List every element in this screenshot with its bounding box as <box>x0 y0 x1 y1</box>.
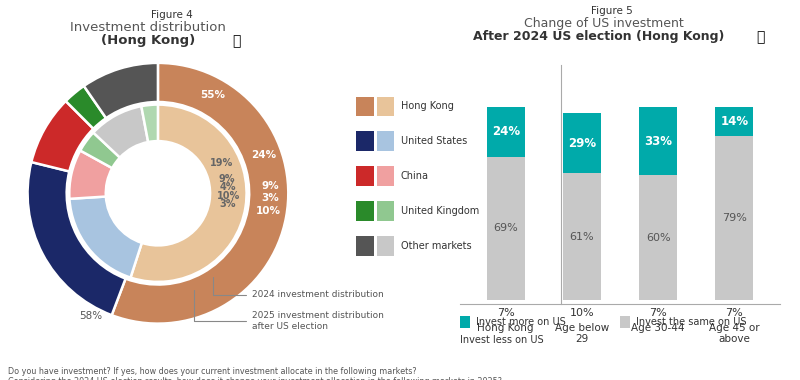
Bar <box>486 157 525 300</box>
Bar <box>639 176 677 300</box>
Text: Change of US investment: Change of US investment <box>524 17 684 30</box>
Text: Figure 5: Figure 5 <box>591 6 633 16</box>
Text: (Hong Kong): (Hong Kong) <box>101 34 195 47</box>
Text: 29%: 29% <box>568 137 596 150</box>
Bar <box>715 136 754 300</box>
Text: Invest the same on US: Invest the same on US <box>636 317 746 327</box>
Text: After 2024 US election (Hong Kong): After 2024 US election (Hong Kong) <box>473 30 724 43</box>
Text: 🌸: 🌸 <box>232 34 240 48</box>
Bar <box>715 107 754 136</box>
Text: Invest less on US: Invest less on US <box>460 335 544 345</box>
Wedge shape <box>142 105 158 142</box>
Text: 9%: 9% <box>218 174 235 184</box>
Wedge shape <box>70 196 142 277</box>
Bar <box>563 173 601 300</box>
Text: Figure 4: Figure 4 <box>151 10 193 19</box>
Text: 24%: 24% <box>492 125 520 138</box>
Text: 9%: 9% <box>261 181 278 192</box>
Wedge shape <box>112 63 288 324</box>
Text: 19%: 19% <box>210 158 233 168</box>
Text: 69%: 69% <box>494 223 518 233</box>
Wedge shape <box>31 101 94 171</box>
Bar <box>639 107 677 176</box>
Text: 7%: 7% <box>726 308 743 318</box>
Text: 4%: 4% <box>220 182 236 192</box>
Text: 58%: 58% <box>79 310 102 320</box>
Text: 33%: 33% <box>644 135 672 148</box>
Wedge shape <box>66 86 106 129</box>
Text: China: China <box>401 171 429 181</box>
Text: 3%: 3% <box>219 199 236 209</box>
Text: United States: United States <box>401 136 467 146</box>
Text: Investment distribution: Investment distribution <box>70 21 226 34</box>
Wedge shape <box>80 133 120 168</box>
Wedge shape <box>84 63 158 118</box>
Text: 3%: 3% <box>261 193 279 203</box>
Wedge shape <box>70 150 112 199</box>
Text: 10%: 10% <box>256 206 281 216</box>
Text: 55%: 55% <box>200 90 225 100</box>
Text: 7%: 7% <box>497 308 514 318</box>
Text: 60%: 60% <box>646 233 670 243</box>
Text: United Kingdom: United Kingdom <box>401 206 479 216</box>
Text: 7%: 7% <box>650 308 667 318</box>
Text: Hong Kong: Hong Kong <box>401 101 454 111</box>
Text: Do you have investment? If yes, how does your current investment allocate in the: Do you have investment? If yes, how does… <box>8 367 502 380</box>
Wedge shape <box>94 106 148 158</box>
Text: 2025 investment distribution
after US election: 2025 investment distribution after US el… <box>194 290 384 331</box>
Text: 🌸: 🌸 <box>756 30 764 44</box>
Text: 10%: 10% <box>570 308 594 318</box>
Text: Other markets: Other markets <box>401 241 471 251</box>
Bar <box>563 113 601 173</box>
Wedge shape <box>130 105 246 282</box>
Text: Invest more on US: Invest more on US <box>476 317 566 327</box>
Bar <box>486 107 525 157</box>
Text: 14%: 14% <box>720 115 748 128</box>
Text: 24%: 24% <box>250 150 276 160</box>
Text: 61%: 61% <box>570 232 594 242</box>
Wedge shape <box>27 162 126 315</box>
Text: 2024 investment distribution: 2024 investment distribution <box>213 277 383 299</box>
Text: 79%: 79% <box>722 213 746 223</box>
Text: 10%: 10% <box>217 191 240 201</box>
